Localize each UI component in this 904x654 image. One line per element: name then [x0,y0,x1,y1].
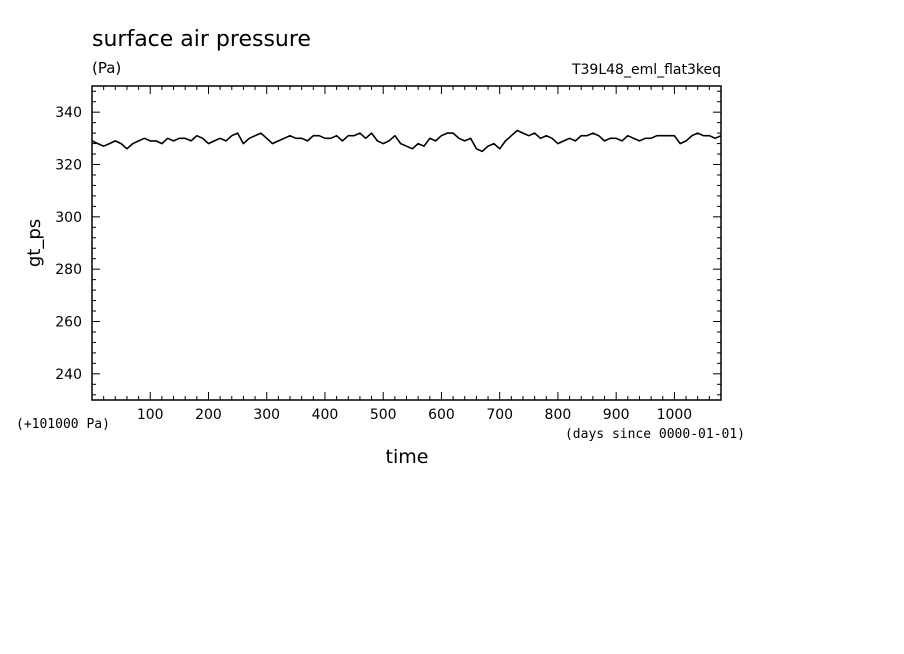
x-tick-label: 500 [370,407,397,423]
series-line [91,129,722,153]
y-tick-label: 300 [55,210,82,226]
x-axis-tick-labels: 100 200 300 400 500 600 700 800 900 1000 [137,407,692,423]
y-axis-label: gt_ps [24,219,45,267]
x-tick-label: 100 [137,407,164,423]
y-tick-label: 280 [55,262,82,278]
y-tick-label: 260 [55,315,82,331]
x-tick-label: 700 [486,407,513,423]
units-label: (Pa) [92,59,121,77]
y-tick-label: 340 [55,105,82,121]
chart-title: surface air pressure [92,27,311,52]
plot-frame [91,85,722,401]
x-tick-label: 400 [312,407,339,423]
x-axis-ticks [103,86,710,400]
x-axis-label: time [386,446,429,468]
x-tick-label: 1000 [657,407,693,423]
y-axis-ticks [92,90,721,396]
run-label: T39L48_eml_flat3keq [571,62,721,78]
y-tick-label: 240 [55,367,82,383]
x-unit-label: (days since 0000-01-01) [565,427,745,442]
y-tick-label: 320 [55,158,82,174]
y-offset-label: (+101000 Pa) [16,417,110,432]
y-axis-tick-labels: 240 260 280 300 320 340 [55,105,82,383]
x-tick-label: 800 [545,407,572,423]
x-tick-label: 200 [195,407,222,423]
x-tick-label: 600 [428,407,455,423]
x-tick-label: 900 [603,407,630,423]
x-tick-label: 300 [253,407,280,423]
